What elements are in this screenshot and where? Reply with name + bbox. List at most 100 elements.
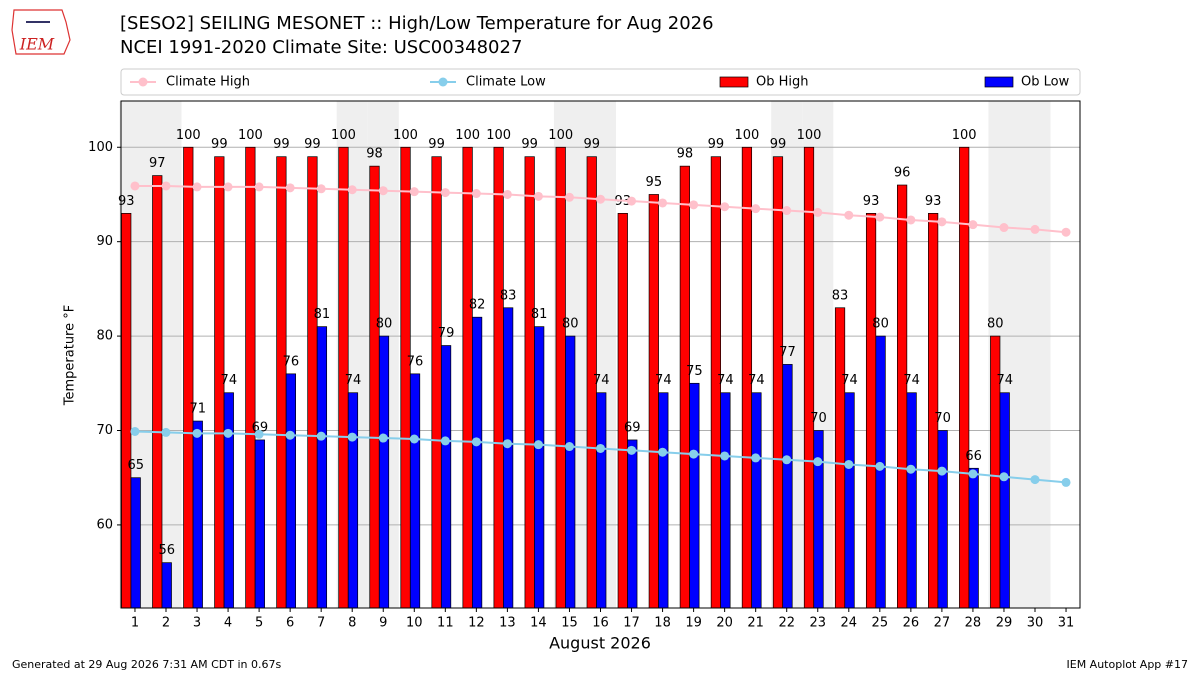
line-marker <box>316 431 326 441</box>
data-label: 74 <box>996 373 1013 388</box>
data-label: 70 <box>810 411 827 426</box>
bar <box>617 213 628 609</box>
line-marker <box>192 182 202 192</box>
x-tick-label: 18 <box>654 616 671 631</box>
logo-outline <box>11 9 71 55</box>
line-marker <box>813 207 823 217</box>
data-label: 76 <box>283 354 300 369</box>
data-label: 74 <box>221 373 238 388</box>
x-tick-label: 31 <box>1058 616 1075 631</box>
x-tick-label: 14 <box>530 616 547 631</box>
data-label: 80 <box>562 317 579 332</box>
bar <box>307 156 318 609</box>
data-label: 82 <box>469 298 486 313</box>
legend-label: Climate Low <box>466 75 546 90</box>
x-tick-label: 19 <box>685 616 702 631</box>
bar <box>493 146 504 609</box>
x-tick-label: 8 <box>348 616 356 631</box>
data-label: 99 <box>273 137 290 152</box>
bar <box>409 373 421 609</box>
x-tick-label: 11 <box>437 616 454 631</box>
line-marker <box>471 437 481 447</box>
bar <box>440 345 452 609</box>
bar <box>813 430 824 609</box>
bar <box>472 316 483 609</box>
line-marker <box>751 204 761 214</box>
data-label: 99 <box>770 137 787 152</box>
legend-swatch <box>719 76 749 88</box>
bar <box>782 364 793 609</box>
chart-title: [SESO2] SEILING MESONET :: High/Low Temp… <box>120 13 714 34</box>
line-marker <box>999 472 1009 482</box>
data-label: 81 <box>314 307 331 322</box>
data-label: 100 <box>393 128 418 143</box>
data-label: 56 <box>158 543 175 558</box>
data-label: 74 <box>655 373 672 388</box>
x-tick-label: 27 <box>934 616 951 631</box>
line-marker <box>285 430 295 440</box>
line-marker <box>502 189 512 199</box>
line-marker <box>1061 477 1071 487</box>
data-label: 80 <box>987 317 1004 332</box>
data-label: 77 <box>779 345 796 360</box>
line-marker <box>409 187 419 197</box>
line-marker <box>1030 475 1040 485</box>
line-marker <box>751 453 761 463</box>
x-tick-label: 30 <box>1027 616 1044 631</box>
data-label: 95 <box>646 175 663 190</box>
line-marker <box>937 217 947 227</box>
bar <box>462 146 473 609</box>
line-marker <box>906 215 916 225</box>
x-tick-label: 25 <box>872 616 889 631</box>
line-marker <box>999 223 1009 233</box>
bar <box>378 335 390 609</box>
line-marker <box>316 184 326 194</box>
x-tick-label: 17 <box>623 616 640 631</box>
line-marker <box>720 451 730 461</box>
x-tick-label: 28 <box>965 616 982 631</box>
bar <box>555 146 566 609</box>
bar <box>834 307 846 609</box>
x-tick-label: 15 <box>561 616 578 631</box>
bar <box>720 392 731 609</box>
bar <box>369 165 380 609</box>
data-label: 99 <box>583 137 600 152</box>
logo: IEM <box>11 9 71 55</box>
bar <box>648 194 659 609</box>
line-marker <box>968 469 978 479</box>
line-marker <box>440 436 450 446</box>
bar <box>524 156 535 609</box>
line-marker <box>658 447 668 457</box>
bar <box>897 184 908 609</box>
data-label: 99 <box>521 137 538 152</box>
bar <box>316 326 328 609</box>
data-label: 100 <box>952 128 977 143</box>
data-label: 69 <box>624 420 641 435</box>
line-marker <box>844 459 854 469</box>
line-marker <box>378 186 388 196</box>
line-marker <box>254 429 264 439</box>
data-label: 75 <box>686 364 703 379</box>
line-marker <box>658 198 668 208</box>
bar <box>183 146 194 609</box>
line-marker <box>502 439 512 449</box>
plot-frame <box>120 100 1081 609</box>
y-tick-label: 90 <box>96 234 113 249</box>
y-axis-label: Temperature °F <box>63 305 78 406</box>
y-tick-label: 70 <box>96 423 113 438</box>
data-label: 76 <box>407 354 424 369</box>
x-axis-label: August 2026 <box>549 634 651 653</box>
data-label: 100 <box>486 128 511 143</box>
bar <box>751 392 762 609</box>
data-label: 70 <box>934 411 951 426</box>
bar <box>121 213 132 609</box>
line-marker <box>254 182 264 192</box>
line-marker <box>627 196 637 206</box>
bar <box>999 392 1010 609</box>
legend-marker <box>438 77 448 87</box>
data-label: 99 <box>211 137 228 152</box>
bar <box>223 392 234 609</box>
bar <box>596 392 607 609</box>
data-label: 100 <box>735 128 760 143</box>
